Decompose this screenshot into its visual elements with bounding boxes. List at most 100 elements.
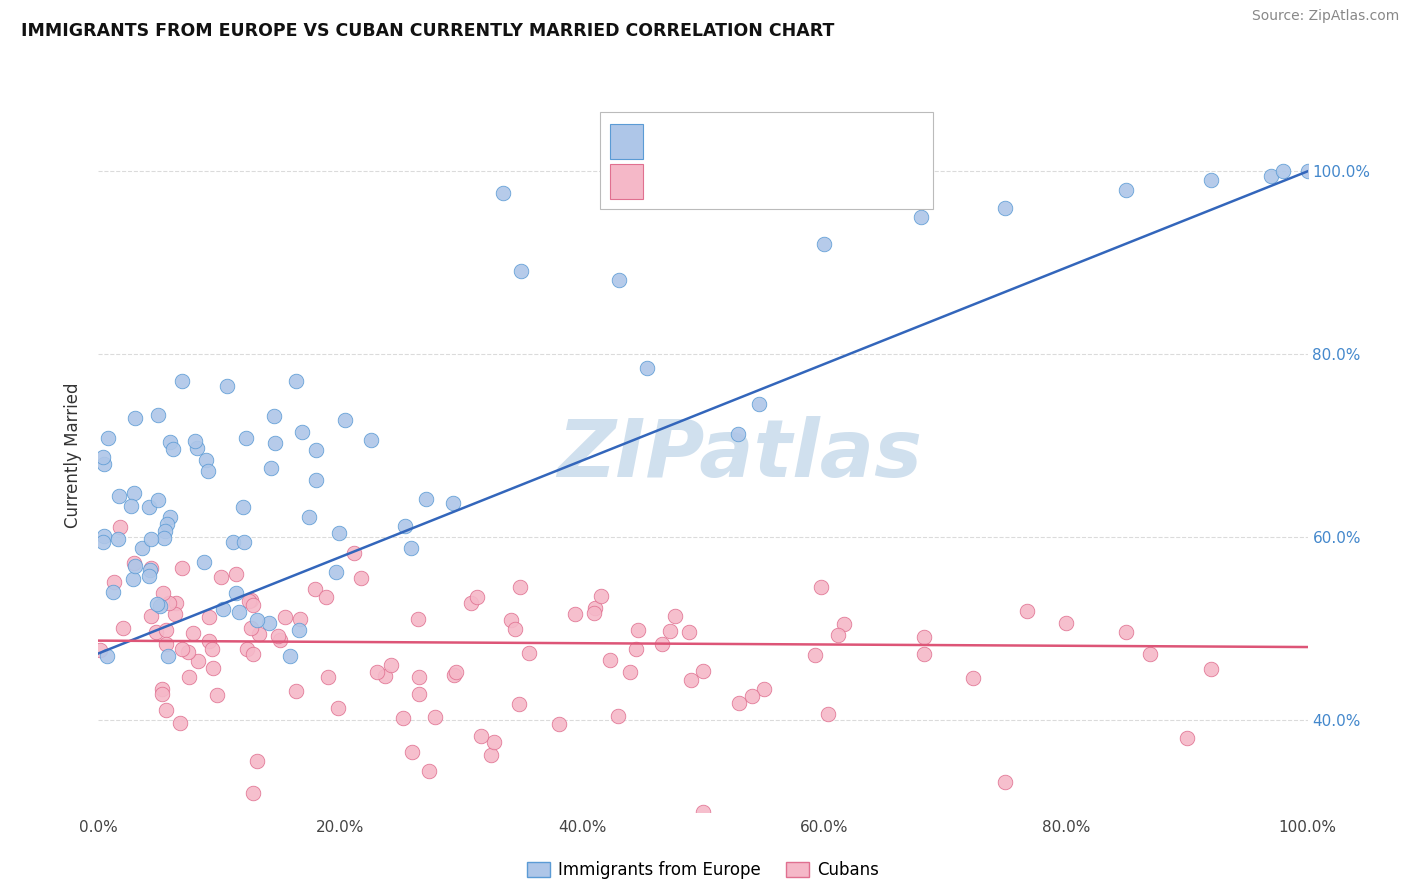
Point (172, 374, 194, 388)
Point (232, 535, 254, 549)
Point (316, 670, 339, 684)
Point (443, 668, 465, 682)
Point (211, 602, 233, 616)
Point (418, 764, 440, 778)
Point (149, 599, 172, 614)
Point (138, 500, 160, 514)
Point (139, 608, 162, 623)
Point (636, 360, 658, 375)
Point (380, 658, 402, 673)
Point (582, 606, 605, 620)
Point (156, 517, 179, 532)
Point (508, 698, 530, 712)
Text: IMMIGRANTS FROM EUROPE VS CUBAN CURRENTLY MARRIED CORRELATION CHART: IMMIGRANTS FROM EUROPE VS CUBAN CURRENTL… (21, 22, 835, 40)
Point (242, 599, 264, 613)
Point (124, 411, 146, 425)
Point (184, 434, 207, 448)
Point (152, 586, 174, 600)
Point (692, 805, 714, 819)
Point (225, 566, 247, 581)
Point (201, 660, 224, 674)
Point (492, 186, 515, 200)
Point (425, 710, 447, 724)
Point (827, 628, 849, 642)
Point (209, 569, 232, 583)
Point (591, 589, 613, 603)
Point (606, 708, 628, 723)
Point (232, 500, 254, 514)
Point (259, 616, 281, 631)
Point (274, 610, 297, 624)
Point (509, 580, 531, 594)
Point (249, 627, 271, 641)
Point (678, 625, 700, 640)
Point (195, 453, 218, 467)
Point (101, 584, 124, 599)
Point (146, 493, 169, 508)
Point (242, 648, 264, 662)
Point (197, 464, 219, 478)
Point (93, 529, 115, 543)
Point (260, 460, 283, 475)
Point (107, 532, 129, 546)
Point (350, 571, 373, 585)
Point (89, 642, 111, 657)
Point (624, 642, 647, 657)
Point (266, 629, 288, 643)
Point (157, 596, 180, 610)
Point (564, 607, 586, 621)
Point (93, 457, 115, 471)
Point (517, 646, 540, 660)
Point (122, 556, 145, 570)
Point (236, 642, 259, 657)
Point (138, 569, 160, 583)
Legend: Immigrants from Europe, Cubans: Immigrants from Europe, Cubans (520, 855, 886, 886)
Text: Source: ZipAtlas.com: Source: ZipAtlas.com (1251, 9, 1399, 23)
Point (152, 687, 174, 701)
Point (169, 716, 191, 731)
Point (315, 590, 337, 604)
Point (607, 273, 630, 287)
Point (288, 623, 311, 637)
Point (392, 711, 415, 725)
Point (264, 435, 287, 450)
Point (583, 601, 606, 615)
Point (406, 612, 429, 626)
Point (246, 613, 269, 627)
Point (394, 518, 416, 533)
Point (124, 559, 146, 574)
Point (263, 409, 285, 423)
Point (187, 654, 209, 668)
Point (93, 535, 115, 549)
Point (141, 533, 163, 547)
Point (246, 755, 269, 769)
Point (238, 593, 260, 607)
Point (912, 631, 935, 645)
Point (239, 621, 262, 635)
Point (186, 441, 208, 455)
Point (1199, 662, 1222, 676)
Point (547, 716, 569, 731)
Point (804, 648, 827, 662)
Point (810, 581, 832, 595)
Point (201, 641, 224, 656)
Point (176, 645, 198, 659)
Point (153, 524, 176, 538)
Point (832, 617, 855, 632)
Point (912, 647, 935, 661)
Point (205, 688, 228, 702)
Point (627, 623, 650, 637)
Point (145, 597, 167, 611)
Point (509, 264, 531, 278)
Point (159, 510, 181, 524)
Point (1296, 164, 1319, 178)
Point (1139, 648, 1161, 662)
Point (197, 610, 219, 624)
Point (651, 637, 673, 651)
Point (374, 669, 396, 683)
Point (501, 614, 523, 628)
Point (482, 735, 505, 749)
Point (177, 670, 200, 684)
Point (139, 563, 162, 577)
Point (408, 670, 430, 684)
